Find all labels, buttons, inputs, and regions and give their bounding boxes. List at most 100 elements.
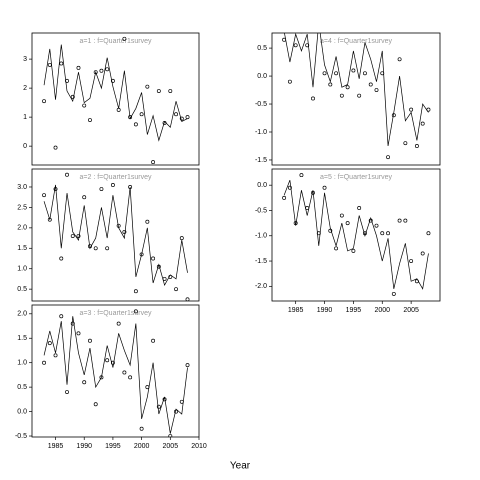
data-point [397, 57, 402, 62]
plot-area [282, 173, 431, 296]
data-point [386, 231, 390, 236]
data-point [88, 338, 92, 343]
data-point [151, 338, 156, 343]
data-point [380, 231, 385, 236]
y-tick-label: 1.0 [17, 360, 27, 367]
data-point [168, 89, 173, 93]
y-tick-label: -0.5 [15, 433, 27, 440]
data-point [88, 118, 92, 122]
data-point [99, 187, 104, 191]
panel-strip: a=1 : f=Quarter1survey [80, 38, 152, 45]
data-point [110, 182, 115, 187]
y-tick-label: 1 [23, 114, 27, 121]
data-point [328, 82, 333, 87]
panel-strip: a=2 : f=Quarter1survey [80, 174, 152, 181]
data-point [105, 67, 110, 72]
data-point [42, 360, 47, 365]
data-point [116, 107, 121, 112]
plot-area [282, 27, 431, 160]
data-point [82, 195, 87, 200]
data-point [334, 71, 339, 76]
y-tick-label: 0 [23, 143, 27, 150]
data-line [284, 33, 429, 147]
y-tick-label: -1.5 [255, 157, 267, 164]
data-point [65, 390, 69, 394]
data-point [322, 185, 327, 190]
data-point [293, 43, 298, 48]
data-point [357, 205, 362, 210]
panel-strip: a=3 : f=Quarter1survey [80, 310, 152, 317]
y-tick-label: 0.0 [257, 182, 267, 189]
data-point [99, 68, 104, 73]
data-point [322, 71, 327, 76]
y-tick-label: 0.5 [17, 384, 27, 391]
y-tick-label: 3 [23, 56, 27, 63]
y-tick-label: 2.5 [17, 204, 27, 211]
panel-frame [31, 32, 200, 166]
data-point [345, 85, 350, 90]
data-point [339, 213, 344, 218]
y-tick-label: 0.0 [17, 408, 27, 415]
data-point [179, 116, 184, 121]
data-point [300, 33, 303, 34]
data-line [283, 180, 429, 290]
data-point [42, 193, 47, 198]
x-tick-label: 2005 [163, 443, 179, 450]
data-point [47, 62, 52, 67]
data-point [156, 404, 161, 409]
data-line [43, 316, 188, 434]
x-tick-label: 2005 [403, 307, 419, 314]
data-point [133, 122, 138, 127]
data-point [305, 43, 310, 48]
data-point [334, 246, 339, 251]
x-tick-label: 1990 [317, 307, 333, 314]
data-line [43, 44, 188, 142]
data-point [168, 434, 173, 437]
panel-strip: a=5 : f=Quarter1survey [320, 174, 392, 181]
plot-area [42, 309, 190, 437]
data-point [414, 144, 419, 148]
plot-area [42, 36, 190, 165]
data-point [374, 223, 379, 228]
y-tick-label: 1.0 [17, 266, 27, 273]
y-tick-label: -0.5 [255, 207, 267, 214]
data-point [105, 246, 110, 251]
x-tick-label: 1990 [76, 443, 92, 450]
data-point [351, 68, 356, 73]
data-point [59, 61, 64, 66]
x-tick-label: 1995 [105, 443, 121, 450]
y-tick-label: 1.5 [17, 245, 27, 252]
x-tick-label: 1985 [288, 307, 304, 314]
data-point [299, 173, 304, 178]
data-point [59, 314, 64, 319]
data-point [151, 256, 156, 261]
data-point [65, 172, 69, 177]
data-point [174, 287, 178, 292]
data-point [122, 229, 127, 234]
data-point [391, 291, 396, 296]
data-point [151, 160, 156, 165]
data-point [185, 115, 190, 120]
data-point [368, 82, 373, 87]
data-point [59, 256, 64, 261]
data-point [76, 331, 81, 336]
x-tick-label: 2000 [374, 307, 390, 314]
data-point [53, 353, 58, 358]
data-point [386, 155, 390, 160]
data-point [93, 246, 98, 251]
data-point [311, 96, 315, 101]
data-point [116, 321, 121, 326]
data-point [128, 375, 133, 380]
data-point [110, 78, 115, 83]
y-tick-label: 0.5 [257, 45, 267, 52]
panel-frame [31, 168, 200, 302]
data-point [345, 221, 350, 226]
y-tick-label: -2.0 [255, 283, 267, 290]
plot-area [42, 172, 190, 301]
data-point [403, 218, 408, 223]
data-point [403, 141, 408, 146]
data-point [317, 27, 320, 30]
panel-frame [271, 168, 441, 302]
data-point [139, 426, 144, 431]
